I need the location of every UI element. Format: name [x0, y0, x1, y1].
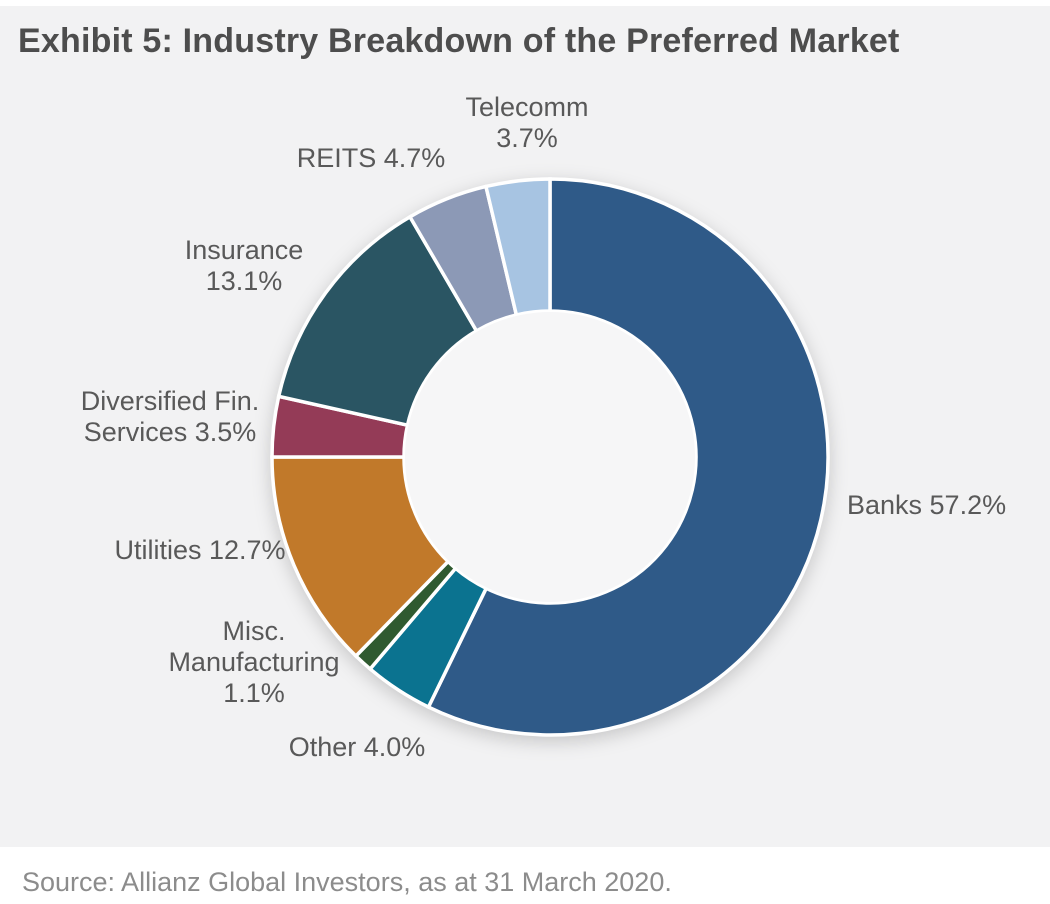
- donut-slice-banks: [426, 177, 830, 737]
- slice-label-misc-manufacturing: Misc. Manufacturing 1.1%: [168, 616, 340, 708]
- slice-label-insurance: Insurance 13.1%: [184, 235, 304, 296]
- slice-label-other: Other 4.0%: [288, 732, 426, 762]
- slice-label-utilities: Utilities 12.7%: [114, 535, 286, 565]
- source-note: Source: Allianz Global Investors, as at …: [22, 867, 672, 897]
- donut-slice-telecomm: [483, 177, 552, 318]
- donut-slices: [270, 177, 830, 737]
- slice-label-telecomm: Telecomm 3.7%: [465, 92, 589, 153]
- slice-label-banks: Banks 57.2%: [847, 490, 1007, 520]
- slice-label-reits: REITS 4.7%: [296, 143, 446, 173]
- slice-label-diversified-fin-services: Diversified Fin. Services 3.5%: [80, 386, 260, 447]
- chart-title: Exhibit 5: Industry Breakdown of the Pre…: [18, 22, 900, 60]
- donut-slice-insurance: [276, 214, 479, 428]
- donut-hole: [405, 312, 695, 602]
